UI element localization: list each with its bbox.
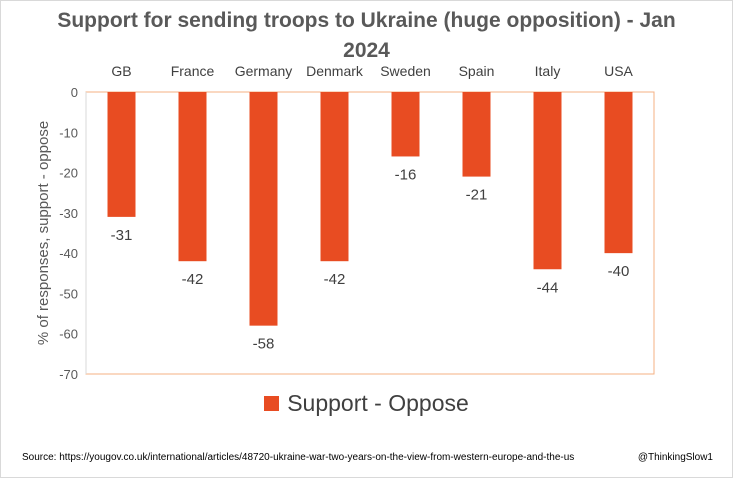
bar [391,92,420,157]
y-tick-label: -50 [59,286,78,301]
bar [107,92,136,217]
source-note: Source: https://yougov.co.uk/internation… [22,452,575,463]
bar [249,92,278,326]
y-tick-label: -40 [59,246,78,261]
category-label: Denmark [306,63,364,79]
category-label: France [171,63,215,79]
author-credit: @ThinkingSlow1 [637,452,713,463]
data-label: -42 [182,271,204,288]
bar [604,92,633,254]
y-tick-label: -70 [59,367,78,382]
plot-border [85,91,655,375]
data-label: -40 [608,263,630,280]
data-label: -21 [466,187,488,204]
data-label: -58 [253,336,275,353]
chart-legend: Support - Oppose [0,390,733,417]
legend-swatch [264,396,280,411]
y-tick-label: -30 [59,206,78,221]
category-label: Spain [459,63,495,79]
category-label: USA [604,63,633,79]
bar [462,92,491,177]
bar [533,92,562,270]
category-label: Italy [535,63,561,79]
category-label: GB [111,63,131,79]
category-label: Germany [235,63,293,79]
legend-label: Support - Oppose [287,390,469,416]
data-label: -31 [111,227,133,244]
bar [320,92,349,262]
y-tick-label: -60 [59,327,78,342]
bar [178,92,207,262]
y-tick-label: 0 [71,85,78,100]
y-tick-label: -10 [59,125,78,140]
data-label: -16 [395,166,417,183]
category-label: Sweden [380,63,431,79]
data-label: -42 [324,271,346,288]
chart-title: Support for sending troops to Ukraine (h… [57,9,676,62]
y-axis-title: % of responses, support - oppose [35,121,52,345]
data-label: -44 [537,279,559,296]
y-tick-label: -20 [59,166,78,181]
